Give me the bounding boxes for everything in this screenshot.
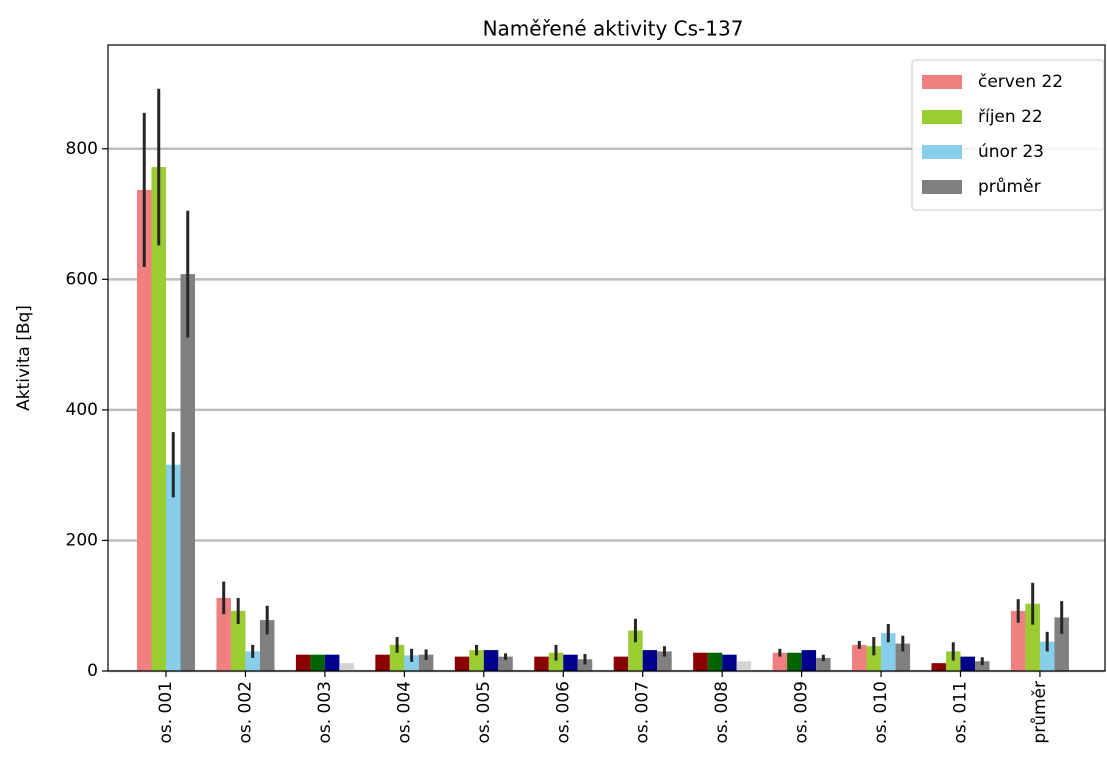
legend: červen 22 říjen 22 únor 23 průměr — [911, 59, 1105, 211]
bar — [166, 464, 181, 671]
y-tick-label: 800 — [66, 139, 98, 159]
bar — [469, 650, 484, 671]
legend-box — [911, 59, 1105, 211]
legend-label: průměr — [978, 177, 1041, 197]
bar — [975, 661, 990, 671]
bar — [787, 652, 802, 671]
bar — [1039, 641, 1055, 671]
bar — [1010, 610, 1026, 671]
x-tick-label: os. 004 — [394, 681, 414, 744]
bar — [707, 652, 723, 671]
bar — [375, 654, 390, 671]
bar — [577, 659, 593, 671]
x-tick-label: os. 006 — [553, 681, 573, 744]
legend-swatch — [922, 75, 962, 89]
x-tick-label: os. 002 — [235, 681, 255, 744]
bar — [657, 651, 672, 671]
x-tick-label: os. 005 — [474, 681, 494, 744]
bar — [736, 661, 752, 671]
bar — [324, 654, 340, 671]
bar — [454, 656, 470, 671]
y-tick-label: 0 — [87, 661, 98, 681]
x-tick-label: os. 008 — [712, 681, 732, 744]
legend-label: únor 23 — [978, 142, 1044, 162]
bar — [881, 633, 896, 671]
legend-label: červen 22 — [978, 72, 1063, 92]
x-tick-label: os. 011 — [951, 681, 971, 744]
y-tick-label: 200 — [66, 530, 98, 550]
bar — [180, 274, 195, 671]
x-tick-label: os. 007 — [633, 681, 653, 744]
legend-label: říjen 22 — [978, 107, 1043, 127]
bar — [722, 654, 737, 671]
bar — [895, 643, 911, 671]
bar — [389, 644, 405, 671]
x-tick-label: os. 003 — [315, 681, 335, 744]
legend-swatch — [922, 110, 962, 124]
y-tick-label: 400 — [66, 400, 98, 420]
bar — [498, 656, 513, 671]
bar — [801, 650, 817, 671]
bar — [772, 652, 788, 671]
y-tick-label: 600 — [66, 269, 98, 289]
bar — [418, 654, 434, 671]
bar — [216, 597, 231, 671]
bar — [563, 654, 578, 671]
bar — [259, 620, 275, 671]
y-axis-label: Aktivita [Bq] — [14, 305, 34, 411]
x-tick-label: os. 009 — [792, 681, 812, 744]
chart-title: Naměřené aktivity Cs-137 — [483, 17, 744, 41]
bar — [295, 654, 311, 671]
bar — [404, 655, 419, 671]
bar — [483, 650, 499, 671]
bar — [151, 167, 166, 671]
legend-swatch — [922, 180, 962, 194]
bar — [642, 650, 658, 671]
bar — [1025, 603, 1040, 671]
bar — [931, 663, 946, 671]
bar — [245, 651, 260, 671]
bar — [946, 651, 961, 671]
bar — [960, 656, 975, 671]
bar — [548, 652, 564, 671]
bar — [339, 663, 354, 671]
bar — [816, 657, 831, 671]
bar — [866, 646, 882, 671]
legend-swatch — [922, 145, 962, 159]
x-tick-label: os. 010 — [871, 681, 891, 744]
bar — [137, 189, 152, 671]
bar — [230, 610, 246, 671]
bar — [852, 644, 867, 671]
bar — [613, 656, 629, 671]
x-tick-label: os. 001 — [156, 681, 176, 744]
bar — [693, 652, 708, 671]
bar — [1054, 617, 1069, 671]
bar — [628, 630, 643, 671]
bar — [310, 654, 325, 671]
plot-frame — [107, 44, 1106, 672]
x-tick-label: průměr — [1030, 681, 1050, 744]
bar — [534, 656, 549, 671]
